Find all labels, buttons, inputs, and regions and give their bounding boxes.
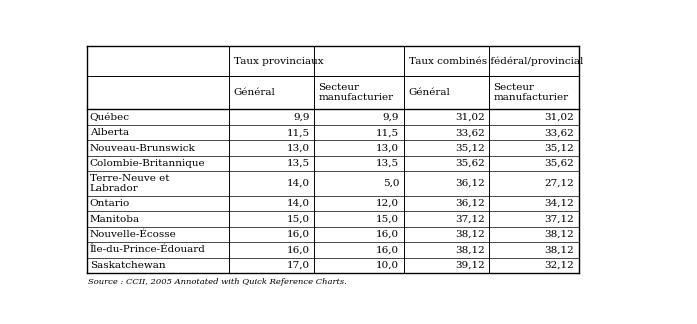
Text: 34,12: 34,12: [544, 199, 574, 208]
Text: Terre-Neuve et
Labrador: Terre-Neuve et Labrador: [90, 174, 169, 193]
Text: 38,12: 38,12: [455, 230, 484, 239]
Text: 13,5: 13,5: [286, 159, 309, 168]
Text: 16,0: 16,0: [376, 246, 399, 254]
Text: Nouveau-Brunswick: Nouveau-Brunswick: [90, 144, 196, 153]
Text: Alberta: Alberta: [90, 128, 129, 137]
Text: Secteur
manufacturier: Secteur manufacturier: [319, 83, 393, 102]
Text: Nouvelle-Écosse: Nouvelle-Écosse: [90, 230, 176, 239]
Text: 15,0: 15,0: [286, 214, 309, 224]
Text: Source : CCII, 2005 Annotated with Quick Reference Charts.: Source : CCII, 2005 Annotated with Quick…: [89, 278, 347, 286]
Text: 13,0: 13,0: [376, 144, 399, 153]
Text: 5,0: 5,0: [383, 179, 399, 188]
Text: Colombie-Britannique: Colombie-Britannique: [90, 159, 206, 168]
Text: 36,12: 36,12: [455, 179, 484, 188]
Text: 16,0: 16,0: [376, 230, 399, 239]
Text: 38,12: 38,12: [455, 246, 484, 254]
Text: Général: Général: [233, 88, 275, 97]
Text: Québec: Québec: [90, 113, 130, 122]
Text: 31,02: 31,02: [544, 113, 574, 122]
Text: 10,0: 10,0: [376, 261, 399, 270]
Text: Général: Général: [408, 88, 450, 97]
Text: 38,12: 38,12: [544, 246, 574, 254]
Text: 9,9: 9,9: [383, 113, 399, 122]
Text: 33,62: 33,62: [544, 128, 574, 137]
Text: 36,12: 36,12: [455, 199, 484, 208]
Text: 14,0: 14,0: [286, 199, 309, 208]
Text: 38,12: 38,12: [544, 230, 574, 239]
Text: Île-du-Prince-Édouard: Île-du-Prince-Édouard: [90, 246, 206, 254]
Text: 32,12: 32,12: [544, 261, 574, 270]
Text: 39,12: 39,12: [455, 261, 484, 270]
Text: 11,5: 11,5: [376, 128, 399, 137]
Text: 31,02: 31,02: [455, 113, 484, 122]
Text: Secteur
manufacturier: Secteur manufacturier: [493, 83, 569, 102]
Text: 12,0: 12,0: [376, 199, 399, 208]
Text: 27,12: 27,12: [544, 179, 574, 188]
Text: 11,5: 11,5: [286, 128, 309, 137]
Text: 15,0: 15,0: [376, 214, 399, 224]
Text: Taux combinés fédéral/provincial: Taux combinés fédéral/provincial: [409, 56, 583, 66]
Text: 16,0: 16,0: [286, 230, 309, 239]
Text: Saskatchewan: Saskatchewan: [90, 261, 165, 270]
Text: 14,0: 14,0: [286, 179, 309, 188]
Text: 9,9: 9,9: [293, 113, 309, 122]
Text: 13,0: 13,0: [286, 144, 309, 153]
Text: Taux provinciaux: Taux provinciaux: [234, 57, 323, 65]
Text: 13,5: 13,5: [376, 159, 399, 168]
Text: 37,12: 37,12: [544, 214, 574, 224]
Text: 17,0: 17,0: [286, 261, 309, 270]
Text: Manitoba: Manitoba: [90, 214, 140, 224]
Text: 35,12: 35,12: [544, 144, 574, 153]
Text: 35,62: 35,62: [544, 159, 574, 168]
Text: 37,12: 37,12: [455, 214, 484, 224]
Text: 35,62: 35,62: [455, 159, 484, 168]
Text: 33,62: 33,62: [455, 128, 484, 137]
Text: 16,0: 16,0: [286, 246, 309, 254]
Text: 35,12: 35,12: [455, 144, 484, 153]
Text: Ontario: Ontario: [90, 199, 130, 208]
